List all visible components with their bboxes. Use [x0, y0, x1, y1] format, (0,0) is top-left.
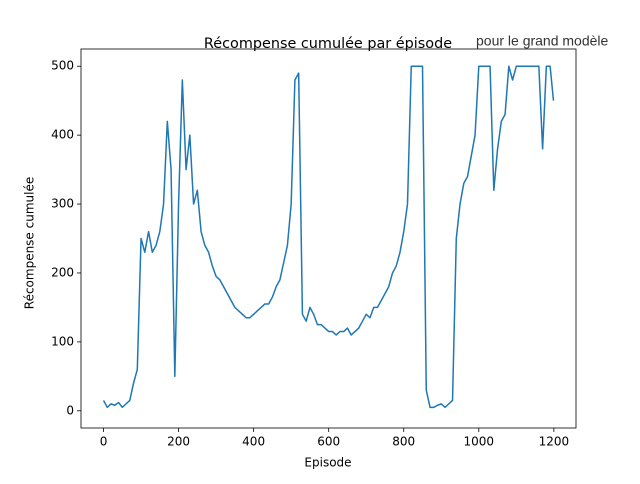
x-tick-label: 800 [392, 435, 415, 449]
x-axis-label: Episode [304, 456, 351, 470]
x-tick-label: 600 [317, 435, 340, 449]
y-tick-label: 100 [51, 334, 74, 348]
chart-title: Récompense cumulée par épisode [204, 36, 452, 52]
y-tick-label: 300 [51, 197, 74, 211]
data-line [102, 65, 555, 409]
x-tick-label: 400 [242, 435, 265, 449]
y-tick-label: 200 [51, 265, 74, 279]
y-tick-label: 400 [51, 128, 74, 142]
x-tick-label: 1000 [464, 435, 495, 449]
x-tick-label: 200 [167, 435, 190, 449]
y-tick-label: 0 [66, 403, 74, 417]
y-tick-label: 500 [51, 59, 74, 73]
annotation: pour le grand modèle [476, 33, 609, 49]
x-tick-label: 0 [100, 435, 108, 449]
y-axis-label: Récompense cumulée [23, 177, 37, 309]
x-tick-label: 1200 [539, 435, 570, 449]
